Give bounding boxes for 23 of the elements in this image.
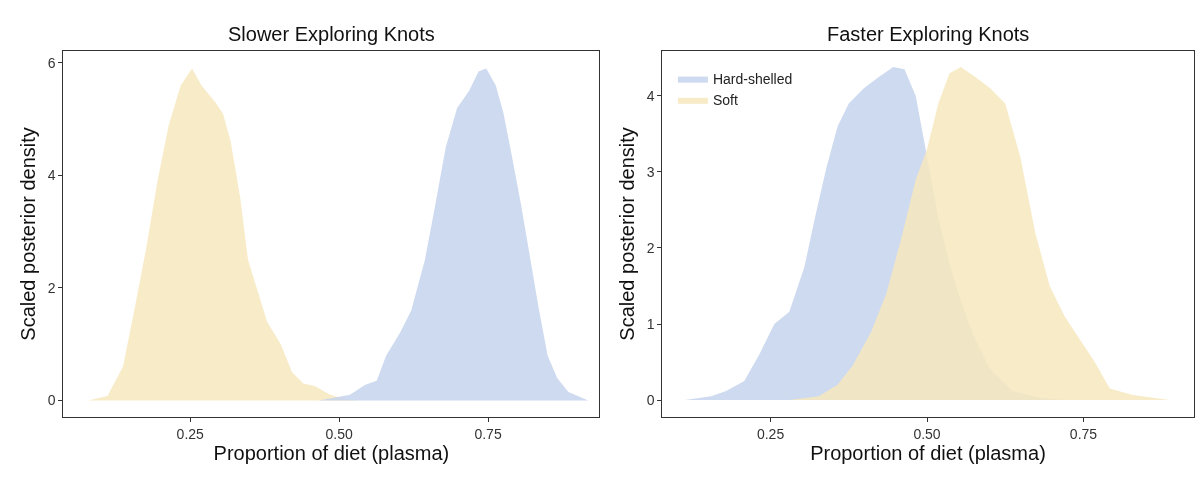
y-tick-label: 4 (47, 167, 56, 184)
chart-title: Faster Exploring Knots (827, 23, 1030, 45)
y-tick-label: 2 (646, 239, 655, 256)
chart-title: Slower Exploring Knots (228, 23, 435, 45)
y-tick-label: 6 (47, 54, 56, 71)
y-axis-title: Scaled posterior density (616, 127, 639, 341)
legend-label: Hard-shelled (712, 71, 793, 88)
y-tick-label: 3 (646, 163, 655, 180)
x-axis-title: Proportion of diet (plasma) (810, 441, 1046, 464)
x-tick-label: 0.75 (1069, 425, 1098, 442)
y-tick-label: 0 (47, 392, 56, 409)
x-tick-label: 0.25 (756, 425, 785, 442)
y-tick-label: 0 (646, 391, 655, 408)
legend-label: Soft (712, 92, 738, 109)
x-tick-label: 0.50 (913, 425, 941, 442)
y-axis-title: Scaled posterior density (17, 127, 40, 341)
y-tick-label: 1 (646, 315, 655, 332)
x-tick-label: 0.25 (176, 425, 205, 442)
y-tick-label: 4 (646, 87, 655, 104)
x-axis-title: Proportion of diet (plasma) (213, 441, 450, 464)
y-tick-label: 2 (47, 279, 56, 296)
x-tick-label: 0.50 (325, 425, 353, 442)
x-tick-label: 0.75 (474, 425, 502, 442)
